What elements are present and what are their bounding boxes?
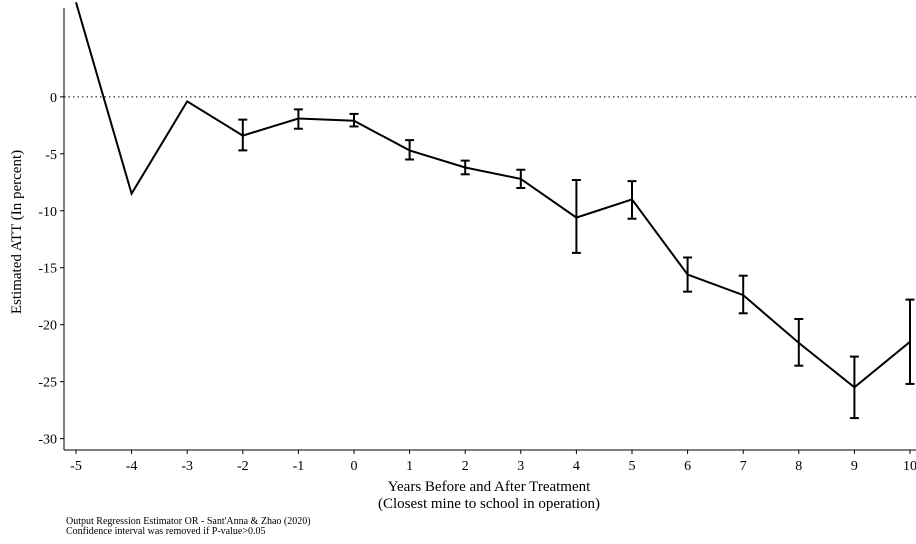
x-tick-label: -5 bbox=[70, 459, 82, 474]
y-tick-label: -10 bbox=[38, 205, 57, 220]
axes bbox=[63, 8, 916, 451]
x-tick-label: 0 bbox=[351, 459, 358, 474]
x-tick-label: 3 bbox=[517, 459, 524, 474]
x-axis-sublabel: (Closest mine to school in operation) bbox=[378, 496, 600, 512]
x-tick-label: 7 bbox=[740, 459, 747, 474]
y-tick-label: -5 bbox=[45, 148, 57, 163]
att-series-line bbox=[75, 2, 911, 389]
tick-labels: -5 -4 -3 -2 -1 0 1 2 3 4 5 6 7 8 9 100-5-10-15-20-25-30 bbox=[38, 91, 916, 474]
x-tick-label: 4 bbox=[573, 459, 580, 474]
y-tick-label: 0 bbox=[50, 91, 57, 106]
y-tick-label: -25 bbox=[38, 376, 57, 391]
x-tick-label: 1 bbox=[406, 459, 413, 474]
x-tick-label: -2 bbox=[237, 459, 249, 474]
x-tick-label: 5 bbox=[629, 459, 636, 474]
chart-notes: Output Regression Estimator OR - Sant'An… bbox=[66, 517, 311, 537]
x-tick-label: 2 bbox=[462, 459, 469, 474]
x-tick-label: -3 bbox=[181, 459, 193, 474]
x-axis-label: Years Before and After Treatment bbox=[388, 479, 591, 495]
x-tick-label: -4 bbox=[126, 459, 138, 474]
y-tick-label: -20 bbox=[38, 319, 57, 334]
y-tick-label: -15 bbox=[38, 262, 57, 277]
y-axis-label: Estimated ATT (In percent) bbox=[9, 150, 25, 314]
x-tick-label: -1 bbox=[293, 459, 305, 474]
x-tick-label: 10 bbox=[903, 459, 916, 474]
x-tick-label: 9 bbox=[851, 459, 858, 474]
note-ci: Confidence interval was removed if P-val… bbox=[66, 526, 266, 537]
y-tick-label: -30 bbox=[38, 433, 57, 448]
series-group bbox=[75, 2, 915, 420]
note-estimator: Output Regression Estimator OR - Sant'An… bbox=[66, 516, 311, 527]
x-tick-label: 6 bbox=[684, 459, 691, 474]
x-tick-label: 8 bbox=[795, 459, 802, 474]
